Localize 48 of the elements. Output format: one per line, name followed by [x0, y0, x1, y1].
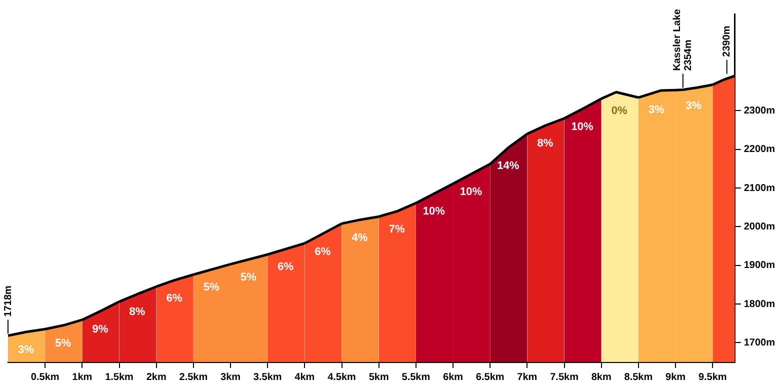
annotation: 3% — [18, 344, 34, 356]
y-tick-label: 2200m — [744, 144, 776, 156]
annotation: 10% — [422, 206, 446, 218]
x-tick-label: 8.5km — [624, 372, 653, 383]
x-tick-label: 1km — [72, 372, 92, 383]
x-tick-label: 0.5km — [30, 372, 60, 383]
x-tick-label: 5km — [368, 372, 389, 383]
annotation: 9% — [92, 323, 108, 336]
x-tick-label: 4.5km — [328, 372, 356, 383]
x-tick-label: 8km — [591, 372, 612, 383]
x-tick-label: 1.5km — [105, 372, 134, 383]
x-tick-label: 3.5km — [253, 372, 282, 383]
annotation: 3% — [648, 104, 665, 116]
annotation: 5% — [240, 272, 257, 284]
annotation: 5% — [55, 337, 72, 350]
y-tick-label: 1900m — [744, 260, 776, 272]
annotation: Kassler Lake 2354m — [672, 8, 694, 71]
annotation: 5% — [203, 282, 220, 294]
y-tick-label: 2100m — [744, 182, 776, 194]
y-tick-label: 2000m — [744, 221, 776, 232]
annotation: 14% — [497, 160, 520, 172]
annotation: 0% — [611, 104, 628, 117]
annotation: 3% — [686, 100, 702, 112]
annotation: 8% — [129, 306, 146, 318]
x-tick-label: 5.5km — [402, 372, 430, 383]
annotation: 2390m — [722, 26, 733, 57]
x-tick-label: 2.5km — [179, 372, 208, 383]
x-tick-label: 6.5km — [476, 372, 504, 383]
annotation: 10% — [571, 121, 594, 134]
annotation: 6% — [278, 261, 294, 274]
annotation: 8% — [537, 138, 554, 150]
x-tick-label: 6km — [443, 372, 464, 383]
annotation: 6% — [166, 292, 183, 304]
x-tick-label: 4km — [294, 372, 315, 383]
x-tick-label: 3km — [220, 372, 241, 383]
x-tick-label: 9.5km — [698, 372, 727, 383]
x-tick-label: 7.5km — [550, 372, 579, 383]
x-tick-label: 9km — [666, 372, 686, 383]
annotation: 6% — [314, 246, 331, 258]
annotation: 7% — [388, 223, 406, 236]
annotation: 4% — [352, 232, 368, 244]
y-tick-label: 1700m — [744, 337, 776, 348]
x-tick-label: 2km — [146, 372, 166, 383]
annotation: 10% — [460, 186, 482, 198]
y-tick-label: 2300m — [744, 105, 776, 116]
y-tick-label: 1800m — [744, 298, 776, 310]
x-tick-label: 7km — [517, 372, 538, 383]
annotation: 1718m — [2, 285, 14, 317]
